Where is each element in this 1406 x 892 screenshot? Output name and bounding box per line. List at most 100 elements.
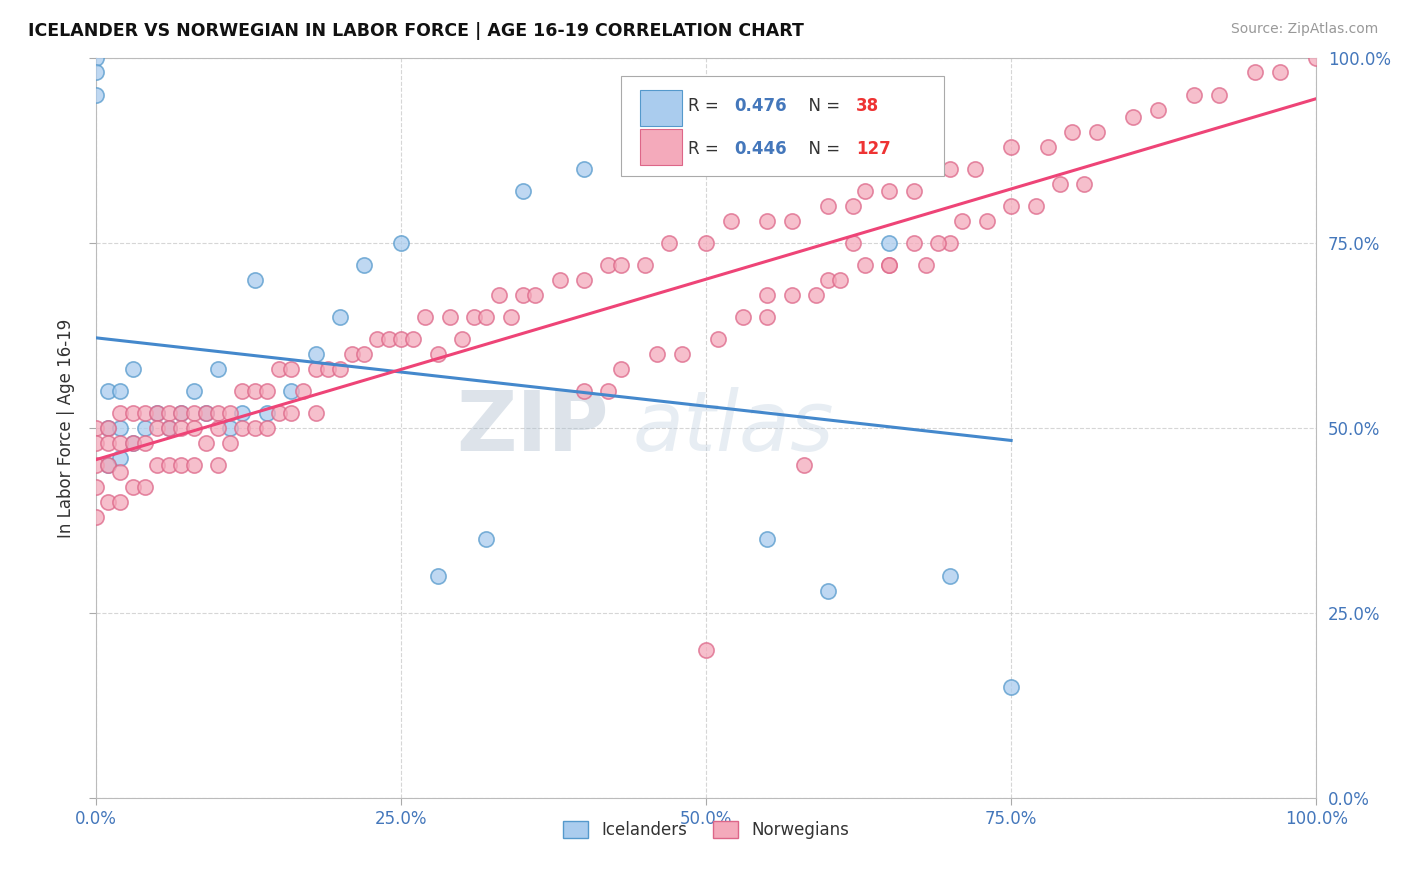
Point <box>415 310 437 324</box>
Point <box>219 421 242 435</box>
Point <box>194 435 217 450</box>
Point <box>830 273 852 287</box>
Point <box>914 258 936 272</box>
Point <box>963 161 986 176</box>
Point <box>157 421 180 435</box>
Point <box>1244 65 1267 79</box>
Point <box>524 287 547 301</box>
FancyBboxPatch shape <box>620 76 943 176</box>
Point <box>378 332 401 346</box>
Text: 0.446: 0.446 <box>734 140 787 158</box>
Point <box>512 287 534 301</box>
Text: R =: R = <box>688 97 724 115</box>
Point <box>1305 51 1327 65</box>
Point <box>157 406 180 420</box>
Point <box>97 458 120 472</box>
Point <box>110 450 132 465</box>
Point <box>1000 199 1022 213</box>
Point <box>183 458 205 472</box>
Point <box>756 213 779 227</box>
Point <box>243 273 266 287</box>
Text: 127: 127 <box>856 140 891 158</box>
Point <box>256 384 278 398</box>
Point <box>1049 177 1071 191</box>
Point <box>183 421 205 435</box>
Point <box>402 332 425 346</box>
Point <box>110 406 132 420</box>
Point <box>1208 87 1230 102</box>
Point <box>572 384 595 398</box>
Point <box>1073 177 1095 191</box>
Point <box>389 235 412 250</box>
Point <box>304 347 326 361</box>
Point <box>84 87 107 102</box>
Point <box>499 310 522 324</box>
Point <box>97 435 120 450</box>
Point <box>97 458 120 472</box>
Point <box>853 258 876 272</box>
Text: atlas: atlas <box>633 387 835 468</box>
Point <box>121 435 143 450</box>
Point <box>110 384 132 398</box>
Point <box>110 466 132 480</box>
Point <box>695 87 717 102</box>
Point <box>84 65 107 79</box>
Point <box>207 421 229 435</box>
Point <box>207 458 229 472</box>
Point <box>841 199 863 213</box>
Point <box>877 258 900 272</box>
Point <box>950 213 973 227</box>
Text: N =: N = <box>797 97 845 115</box>
Point <box>194 406 217 420</box>
Point <box>572 161 595 176</box>
Point <box>780 213 803 227</box>
Point <box>609 258 631 272</box>
Text: ZIP: ZIP <box>456 387 609 468</box>
Point <box>1036 139 1059 153</box>
Point <box>475 532 498 546</box>
Point <box>183 384 205 398</box>
Point <box>146 421 169 435</box>
Point <box>84 435 107 450</box>
Text: Source: ZipAtlas.com: Source: ZipAtlas.com <box>1230 22 1378 37</box>
Point <box>451 332 474 346</box>
Point <box>170 421 193 435</box>
Point <box>316 361 339 376</box>
Point <box>793 458 815 472</box>
Point <box>756 532 779 546</box>
Point <box>817 583 839 598</box>
Point <box>342 347 364 361</box>
Point <box>219 406 242 420</box>
Point <box>170 406 193 420</box>
Point <box>280 384 302 398</box>
Point <box>804 287 827 301</box>
Point <box>194 406 217 420</box>
FancyBboxPatch shape <box>640 89 682 126</box>
Point <box>329 361 352 376</box>
Point <box>939 569 962 583</box>
Point <box>426 569 449 583</box>
Point <box>243 384 266 398</box>
Point <box>598 258 620 272</box>
Point <box>817 199 839 213</box>
Point <box>671 347 693 361</box>
Point <box>927 235 949 250</box>
Point <box>97 495 120 509</box>
Point <box>695 643 717 657</box>
Point <box>256 421 278 435</box>
Point <box>84 458 107 472</box>
Point <box>110 435 132 450</box>
Point <box>853 184 876 198</box>
Point <box>512 184 534 198</box>
Point <box>97 384 120 398</box>
Point <box>97 421 120 435</box>
Point <box>353 258 375 272</box>
Y-axis label: In Labor Force | Age 16-19: In Labor Force | Age 16-19 <box>58 318 75 538</box>
Point <box>207 406 229 420</box>
FancyBboxPatch shape <box>640 128 682 165</box>
Point <box>548 273 571 287</box>
Point <box>353 347 375 361</box>
Point <box>157 458 180 472</box>
Point <box>219 435 242 450</box>
Point <box>207 361 229 376</box>
